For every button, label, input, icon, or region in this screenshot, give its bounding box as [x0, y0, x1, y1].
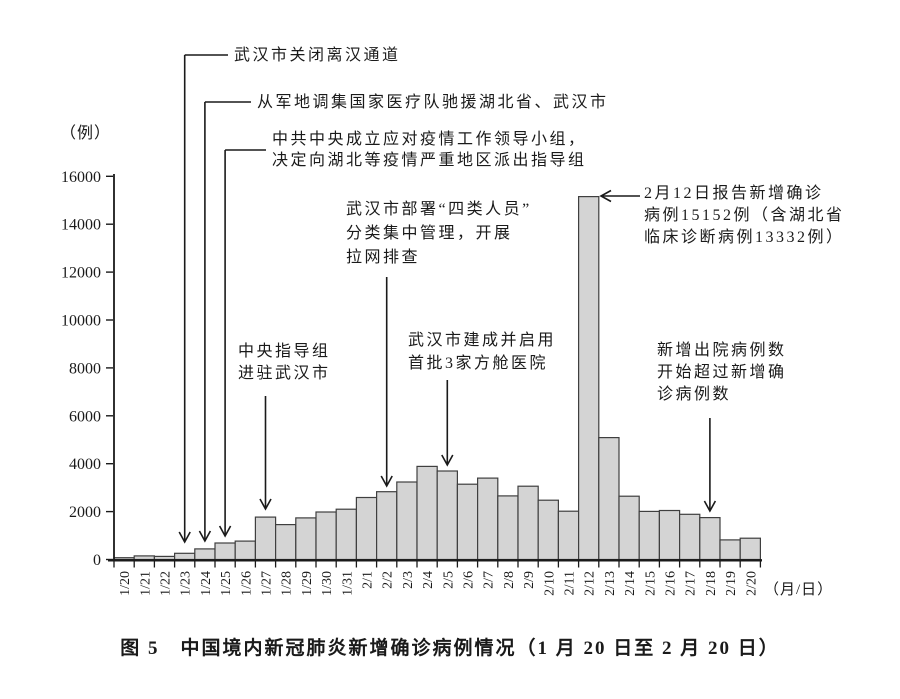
x-tick-label: 2/10	[542, 571, 557, 596]
down-arrowhead-icon	[198, 530, 212, 543]
x-tick-label: 2/4	[421, 571, 436, 589]
bar-2-11	[557, 510, 580, 561]
bar-1-21	[133, 555, 155, 561]
x-tick-label: 2/20	[744, 571, 759, 596]
x-tick-label: 2/7	[482, 571, 497, 589]
x-tick-label: 2/18	[704, 571, 719, 596]
down-arrowhead-icon	[703, 500, 717, 513]
bar-2-13	[598, 437, 620, 561]
x-tick-label: 2/13	[603, 571, 618, 596]
down-arrowhead-icon	[259, 498, 272, 511]
x-tick-label: 2/14	[623, 571, 638, 596]
x-tick-label: 1/24	[199, 571, 214, 596]
x-tick-label: 1/30	[320, 571, 335, 596]
x-tick-label: 1/25	[219, 571, 234, 596]
x-tick-label: 2/17	[684, 571, 699, 596]
bar-2-18	[699, 516, 721, 561]
bar-1-27	[254, 516, 277, 561]
bar-2-6	[456, 483, 479, 561]
bar-1-31	[335, 508, 358, 561]
bar-2-15	[638, 510, 661, 561]
x-tick-label: 2/6	[462, 571, 477, 589]
bar-2-9	[517, 485, 539, 561]
figure-caption: 图 5 中国境内新冠肺炎新增确诊病例情况（1 月 20 日至 2 月 20 日）	[120, 638, 780, 659]
down-arrowhead-icon	[380, 475, 393, 488]
left-arrowhead-icon	[599, 189, 612, 203]
x-tick-label: 2/11	[563, 571, 578, 595]
bar-1-24	[194, 548, 216, 561]
y-tick-label: 4000	[69, 456, 101, 473]
y-tick-label: 8000	[69, 360, 101, 377]
bar-2-7	[477, 477, 499, 561]
bar-1-29	[295, 517, 317, 561]
x-tick-label: 1/21	[138, 571, 153, 596]
bar-2-20	[739, 537, 762, 561]
bar-1-23	[174, 552, 196, 561]
y-tick-label: 2000	[69, 504, 101, 521]
bar-1-28	[275, 523, 297, 561]
x-tick-label: 2/3	[401, 571, 416, 589]
down-arrowhead-icon	[441, 454, 454, 467]
y-tick-label: 12000	[61, 265, 101, 282]
x-tick-label: 2/1	[361, 571, 376, 589]
y-tick-label: 14000	[61, 217, 101, 234]
x-tick-label: 1/31	[340, 571, 355, 596]
x-tick-label: 1/22	[159, 571, 174, 596]
bar-2-10	[537, 499, 560, 561]
x-tick-label: 2/5	[441, 571, 456, 589]
bar-2-1	[355, 496, 378, 561]
bar-2-8	[497, 495, 519, 561]
bar-2-16	[658, 509, 681, 561]
bar-1-25	[214, 542, 236, 561]
y-tick-label: 10000	[61, 313, 101, 330]
x-tick-label: 1/26	[239, 571, 254, 596]
x-tick-label: 2/19	[724, 571, 739, 596]
bar-1-26	[234, 540, 256, 561]
bar-2-17	[678, 513, 701, 561]
bar-1-30	[315, 511, 337, 561]
bar-2-3	[396, 481, 418, 561]
x-tick-label: 2/15	[643, 571, 658, 596]
x-tick-label: 1/28	[280, 571, 295, 596]
bar-1-22	[153, 555, 176, 561]
x-tick-label: 1/29	[300, 571, 315, 596]
bar-2-4	[416, 465, 438, 561]
bar-2-14	[618, 495, 640, 561]
down-arrowhead-icon	[178, 531, 191, 544]
y-tick-label: 6000	[69, 408, 101, 425]
y-tick-label: 16000	[61, 169, 101, 186]
down-arrowhead-icon	[218, 525, 232, 538]
x-tick-label: 2/9	[522, 571, 537, 589]
y-axis-unit-label: （例）	[60, 125, 112, 142]
bar-2-19	[719, 539, 741, 561]
x-axis-unit-label: （月/日）	[764, 582, 834, 598]
x-tick-label: 2/8	[502, 571, 517, 589]
y-tick-label: 0	[93, 552, 101, 569]
bar-2-2	[376, 491, 398, 561]
bar-2-12	[577, 196, 600, 561]
bar-2-5	[436, 470, 459, 561]
x-tick-label: 1/23	[179, 571, 194, 596]
x-tick-label: 1/27	[260, 571, 275, 596]
x-tick-label: 2/12	[583, 571, 598, 596]
x-tick-label: 2/16	[664, 571, 679, 596]
x-tick-label: 1/20	[118, 571, 133, 596]
x-tick-label: 2/2	[381, 571, 396, 589]
